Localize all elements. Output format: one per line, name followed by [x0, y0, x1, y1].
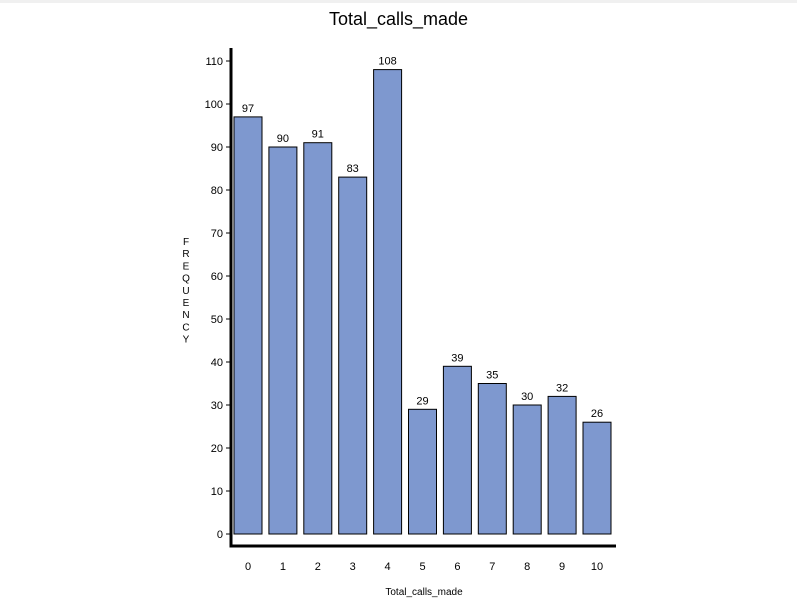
- y-tick-label-20: 20: [211, 443, 223, 455]
- data-label-6: 39: [451, 352, 463, 364]
- data-label-0: 97: [242, 103, 254, 115]
- y-tick-label-100: 100: [205, 99, 223, 111]
- bar-9: [547, 395, 577, 535]
- y-tick-label-10: 10: [211, 486, 223, 498]
- y-tick-label-80: 80: [211, 185, 223, 197]
- data-labels-layer: 97 90 91 83 108 29 39 35 30 32 26: [242, 56, 603, 421]
- x-tick-label-7: 7: [489, 561, 495, 573]
- y-axis-title-char: E: [183, 261, 190, 272]
- x-tick-label-8: 8: [524, 561, 530, 573]
- y-tick-label-0: 0: [217, 529, 223, 541]
- bar-3: [338, 176, 368, 535]
- data-label-3: 83: [347, 163, 359, 175]
- x-tick-label-3: 3: [350, 561, 356, 573]
- x-tick-labels-layer: 0 1 2 3 4 5 6 7 8 9 10: [245, 561, 603, 573]
- bar-5: [408, 408, 437, 535]
- y-axis-title-char: Q: [182, 274, 190, 285]
- x-tick-label-2: 2: [315, 561, 321, 573]
- bar-0: [233, 116, 263, 535]
- y-axis-title-char: N: [182, 310, 189, 321]
- y-axis-title-char: E: [183, 298, 190, 309]
- bar-6: [442, 365, 472, 535]
- y-tick-label-110: 110: [205, 56, 223, 68]
- bar-1: [268, 146, 298, 535]
- y-axis-ticks-layer: 0 10 20 30 40 50 60 70 80 90 100 110: [205, 56, 231, 541]
- x-tick-label-0: 0: [245, 561, 251, 573]
- bar-7: [477, 383, 507, 535]
- x-axis-title: Total_calls_made: [385, 587, 463, 598]
- x-tick-label-1: 1: [280, 561, 286, 573]
- data-label-9: 32: [556, 382, 568, 394]
- chart-title: Total_calls_made: [328, 9, 469, 29]
- y-axis-title-char: U: [182, 286, 189, 297]
- bar-10: [582, 421, 612, 535]
- y-axis-title-char: Y: [183, 335, 190, 346]
- y-tick-label-40: 40: [211, 357, 223, 369]
- data-label-10: 26: [591, 408, 603, 420]
- bar-8: [512, 404, 542, 535]
- y-tick-label-60: 60: [211, 271, 223, 283]
- x-tick-label-5: 5: [419, 561, 425, 573]
- y-tick-label-30: 30: [211, 400, 223, 412]
- y-tick-label-50: 50: [211, 314, 223, 326]
- x-tick-label-10: 10: [591, 561, 603, 573]
- bars-layer: [233, 69, 612, 535]
- data-label-2: 91: [312, 129, 324, 141]
- y-tick-label-90: 90: [211, 142, 223, 154]
- y-axis-title-char: F: [183, 237, 189, 248]
- data-label-7: 35: [486, 370, 498, 382]
- y-tick-label-70: 70: [211, 228, 223, 240]
- x-tick-label-9: 9: [559, 561, 565, 573]
- data-label-8: 30: [521, 391, 533, 403]
- data-label-4: 108: [378, 56, 396, 68]
- y-axis-title-char: R: [182, 249, 189, 260]
- bar-2: [303, 142, 333, 535]
- x-tick-label-4: 4: [385, 561, 391, 573]
- data-label-5: 29: [416, 395, 428, 407]
- x-tick-label-6: 6: [454, 561, 460, 573]
- top-strip: [0, 0, 797, 3]
- y-axis-title-char: C: [182, 322, 189, 333]
- bar-4: [373, 69, 403, 535]
- data-label-1: 90: [277, 133, 289, 145]
